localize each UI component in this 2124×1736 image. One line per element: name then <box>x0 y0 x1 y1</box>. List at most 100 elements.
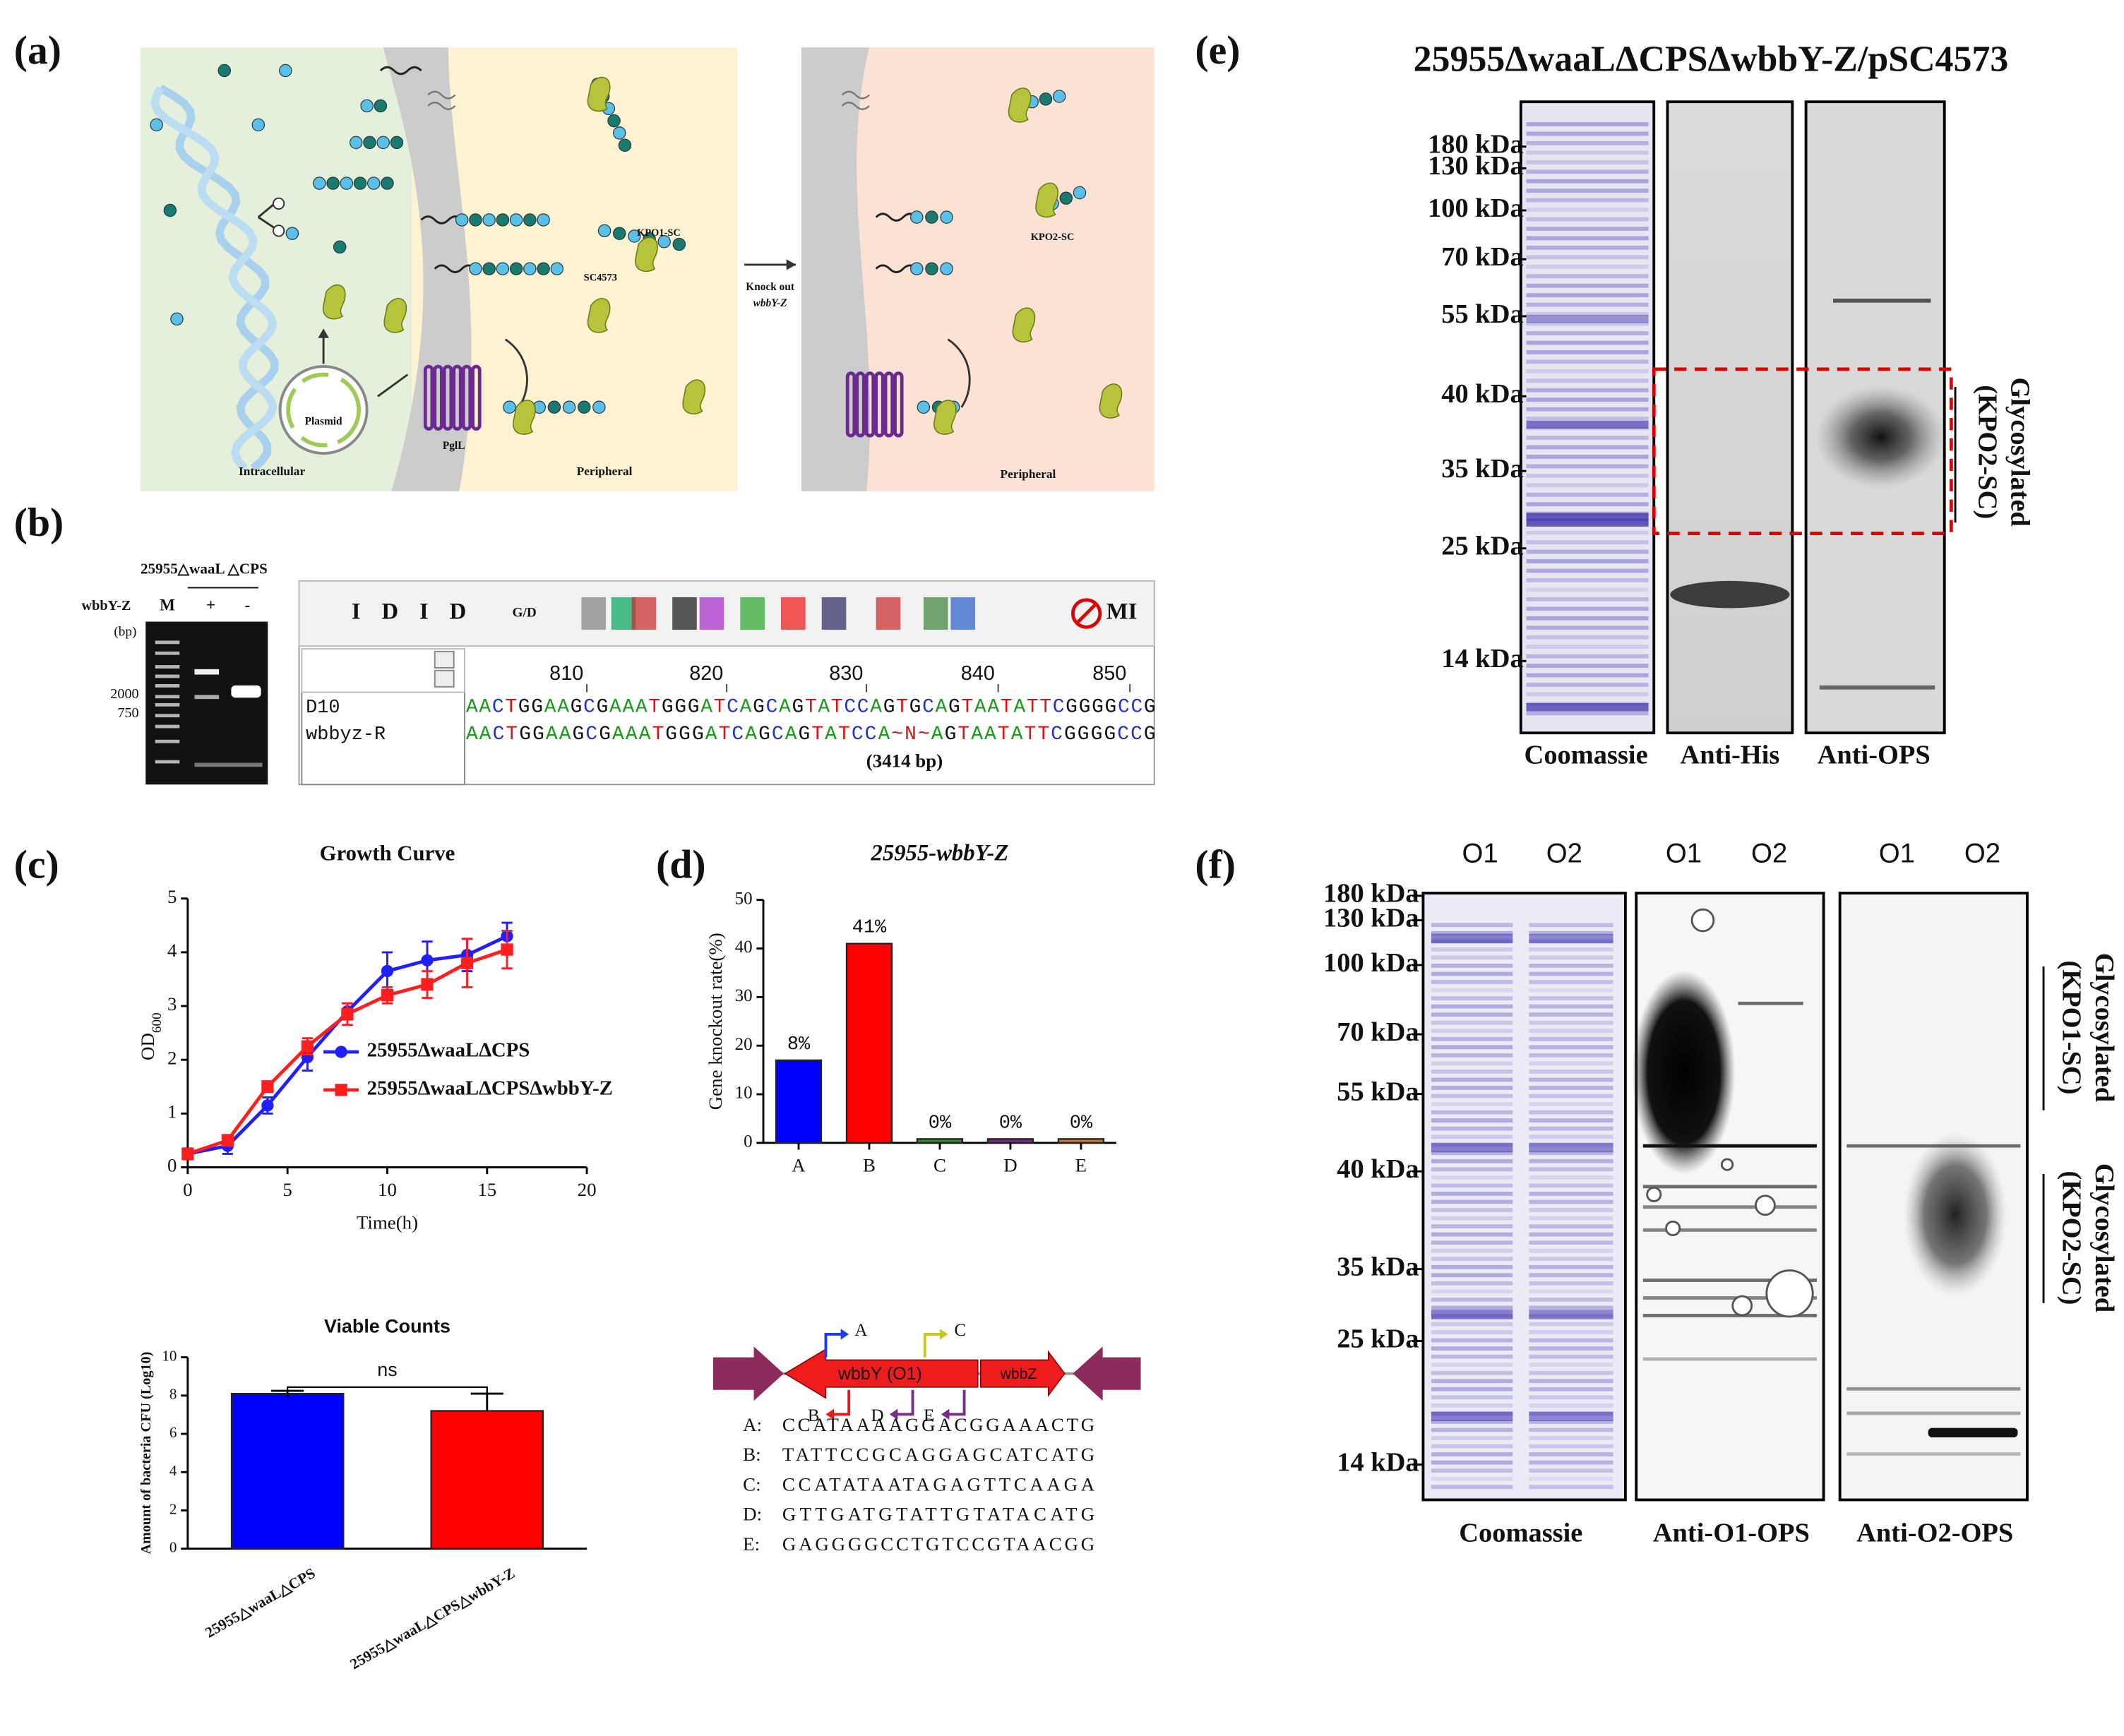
bar <box>1057 1138 1105 1144</box>
coomassie-band <box>1526 198 1649 203</box>
sugar <box>482 213 496 227</box>
coomassie-band <box>1529 1248 1613 1253</box>
significance-bracket <box>287 1386 488 1399</box>
coomassie-band <box>1529 1151 1613 1156</box>
lipid <box>434 264 477 273</box>
primer-label: B: <box>743 1444 760 1465</box>
coomassie-band <box>1431 1370 1513 1375</box>
side-label: Glycosylated <box>2089 953 2119 1102</box>
lane-header: O1 <box>1462 838 1498 868</box>
coomassie-band <box>1431 1298 1513 1302</box>
base: A <box>974 697 986 719</box>
coomassie-band <box>1431 988 1513 993</box>
gel-band <box>155 760 180 764</box>
gel-strain: 25955△waaL △CPS <box>141 560 268 577</box>
base: G <box>799 724 811 746</box>
coomassie-band <box>1431 1118 1513 1123</box>
base: C <box>1130 724 1142 746</box>
toolbar-button: MI <box>1106 599 1138 625</box>
base: G <box>1092 697 1104 719</box>
coomassie-band <box>1526 518 1649 527</box>
sugar <box>940 262 953 275</box>
coomassie-band <box>1526 302 1649 307</box>
sugar <box>1052 90 1066 103</box>
toolbar-icon <box>672 597 697 630</box>
x-tick-label: 25955△waaL△CPS <box>202 1564 318 1641</box>
primer-letter: B <box>808 1406 820 1425</box>
base: G <box>692 724 704 746</box>
marker-label: 180 kDa <box>1323 879 1419 909</box>
coomassie-band <box>1526 245 1649 250</box>
pgll-coil <box>461 364 472 431</box>
coomassie-band <box>1529 1240 1613 1245</box>
coomassie-band <box>1529 1330 1613 1334</box>
coomassie-band <box>1529 933 1613 944</box>
pgll-coil <box>423 364 434 431</box>
base: G <box>909 697 921 719</box>
base: G <box>1078 724 1090 746</box>
coomassie-band <box>1431 1363 1513 1367</box>
coomassie-band <box>1526 255 1649 260</box>
coomassie-band <box>1529 1094 1613 1099</box>
ruler-number: 830 <box>829 662 863 685</box>
gel-band <box>231 685 261 698</box>
sugar <box>925 262 938 275</box>
pgll-coil <box>893 371 904 438</box>
sugar <box>628 229 641 243</box>
point <box>221 1134 234 1147</box>
base: T <box>805 697 817 719</box>
sugar <box>618 138 632 152</box>
lipid <box>841 90 870 110</box>
legend-marker <box>335 1046 347 1058</box>
lane-label: Anti-O1-OPS <box>1653 1518 1810 1548</box>
sugar <box>550 262 564 275</box>
coomassie-band <box>1529 1208 1613 1212</box>
x-tick-label: 0 <box>183 1179 192 1200</box>
protein <box>513 400 536 435</box>
x-tick-label: 10 <box>378 1179 397 1200</box>
coomassie-band <box>1526 350 1649 354</box>
coomassie-band <box>1431 1476 1513 1481</box>
base: T <box>1025 724 1037 746</box>
sugar <box>509 213 523 227</box>
coomassie-band <box>1529 930 1613 935</box>
base: G <box>945 724 957 746</box>
primer-arrow <box>923 1332 941 1358</box>
coomassie-band <box>1529 1370 1613 1375</box>
toolbar-icon <box>876 597 901 630</box>
y-tick-label: 3 <box>167 993 177 1014</box>
blot-band <box>1738 1001 1803 1005</box>
coomassie-band <box>1526 321 1649 326</box>
coomassie-band <box>1431 1468 1513 1473</box>
primer-sequence: GAGGGGCCTGTCCGTAACGG <box>782 1533 1094 1555</box>
base: C <box>727 697 739 719</box>
coomassie-band <box>1431 1436 1513 1440</box>
base: G <box>753 697 765 719</box>
primer-label: D: <box>743 1504 762 1525</box>
legend-marker <box>335 1084 347 1096</box>
base: G <box>1066 697 1078 719</box>
sugar <box>482 262 496 275</box>
point <box>301 1040 314 1053</box>
gel-band <box>155 651 180 655</box>
blot-band <box>1846 1411 2021 1415</box>
bar <box>230 1392 345 1550</box>
marker-label: 40 kDa <box>1337 1154 1419 1184</box>
coomassie-band <box>1431 1444 1513 1449</box>
significance-label: ns <box>377 1359 397 1380</box>
sugar <box>170 312 184 326</box>
toolbar <box>298 580 1155 647</box>
coomassie-band <box>1431 1240 1513 1245</box>
coomassie-band <box>1529 980 1613 984</box>
y-tick-label: 40 <box>735 938 753 957</box>
coomassie-band <box>1431 1346 1513 1351</box>
coomassie-band <box>1526 315 1649 323</box>
gel-marker: 750 <box>117 705 138 721</box>
coomassie-band <box>1431 1004 1513 1009</box>
coomassie-band <box>1431 1485 1513 1490</box>
coomassie-band <box>1526 568 1649 573</box>
sugar <box>163 203 177 217</box>
y-tick-label: 4 <box>169 1462 177 1479</box>
pgll-coil <box>433 364 443 431</box>
base: A <box>984 724 996 746</box>
